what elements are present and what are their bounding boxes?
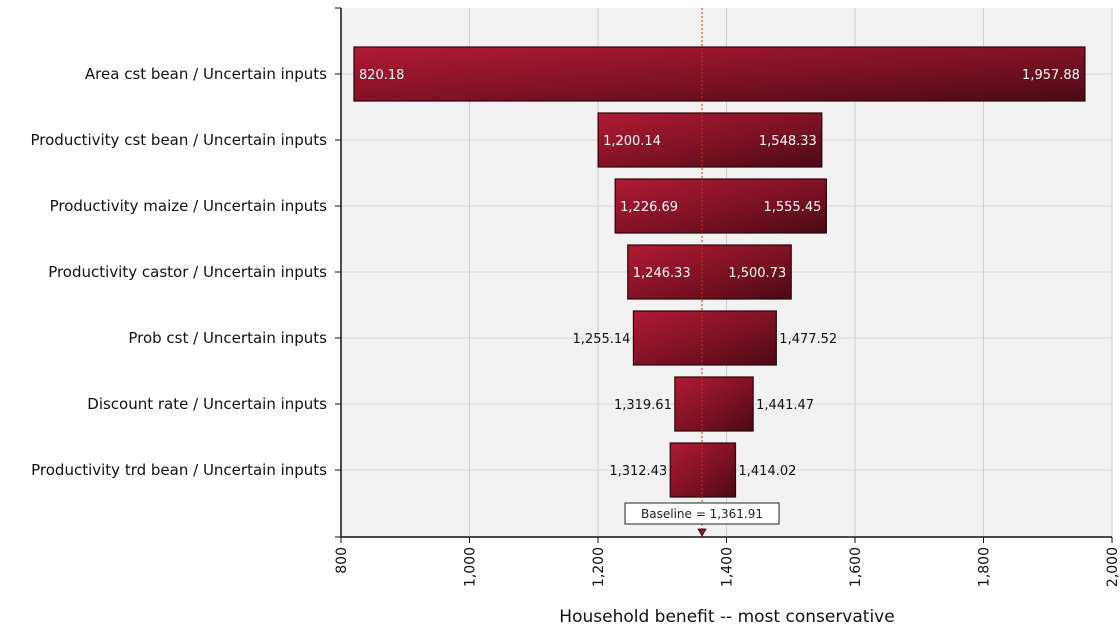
category-label: Productivity maize / Uncertain inputs — [50, 197, 328, 215]
x-tick-label: 1,200 — [591, 547, 607, 587]
baseline-label: Baseline = 1,361.91 — [641, 507, 763, 521]
bar-high-label: 1,441.47 — [756, 398, 814, 413]
bar — [353, 46, 1086, 102]
bar-high-label: 1,414.02 — [739, 464, 797, 479]
bar-low-label: 1,226.69 — [620, 200, 678, 215]
baseline-callout — [624, 502, 780, 525]
x-tick-label: 2,000 — [1105, 547, 1120, 587]
bar-low-label: 1,255.14 — [573, 332, 631, 347]
x-axis-label: Household benefit -- most conservative — [559, 607, 894, 627]
x-tick-label: 800 — [334, 547, 350, 574]
bar — [674, 376, 754, 432]
x-tick-label: 1,000 — [463, 547, 479, 587]
category-label: Area cst bean / Uncertain inputs — [85, 65, 327, 83]
bar — [627, 244, 792, 300]
bar-low-label: 1,319.61 — [614, 398, 672, 413]
axes — [335, 7, 1113, 543]
category-label: Productivity trd bean / Uncertain inputs — [31, 461, 327, 479]
category-label: Prob cst / Uncertain inputs — [128, 329, 327, 347]
category-label: Productivity castor / Uncertain inputs — [48, 263, 327, 281]
x-tick-label: 1,400 — [720, 547, 736, 587]
bar — [614, 178, 827, 234]
x-tick-labels: 800 1,000 1,200 1,400 1,600 1,800 2,000 — [334, 547, 1120, 587]
bars: 820.18 1,957.88 1,200.14 1,548.33 1,226.69 1,… — [353, 46, 1086, 498]
bar-low-label: 1,246.33 — [633, 266, 691, 281]
bar — [597, 112, 823, 168]
baseline: Baseline = 1,361.91 — [624, 8, 780, 537]
bar-high-label: 1,548.33 — [759, 134, 817, 149]
bar-low-label: 1,200.14 — [603, 134, 661, 149]
bar — [669, 442, 737, 498]
bar-low-label: 820.18 — [359, 68, 405, 83]
bar — [632, 310, 777, 366]
category-label: Discount rate / Uncertain inputs — [87, 395, 327, 413]
baseline-marker — [697, 528, 707, 537]
bar-high-label: 1,555.45 — [763, 200, 821, 215]
bar-high-label: 1,500.73 — [728, 266, 786, 281]
bar-low-label: 1,312.43 — [609, 464, 667, 479]
x-tick-label: 1,800 — [977, 547, 993, 587]
x-tick-label: 1,600 — [848, 547, 864, 587]
bar-high-label: 1,477.52 — [779, 332, 837, 347]
bar-high-label: 1,957.88 — [1022, 68, 1080, 83]
category-labels: Area cst bean / Uncertain inputs Producti… — [31, 65, 328, 479]
category-label: Productivity cst bean / Uncertain inputs — [31, 131, 328, 149]
